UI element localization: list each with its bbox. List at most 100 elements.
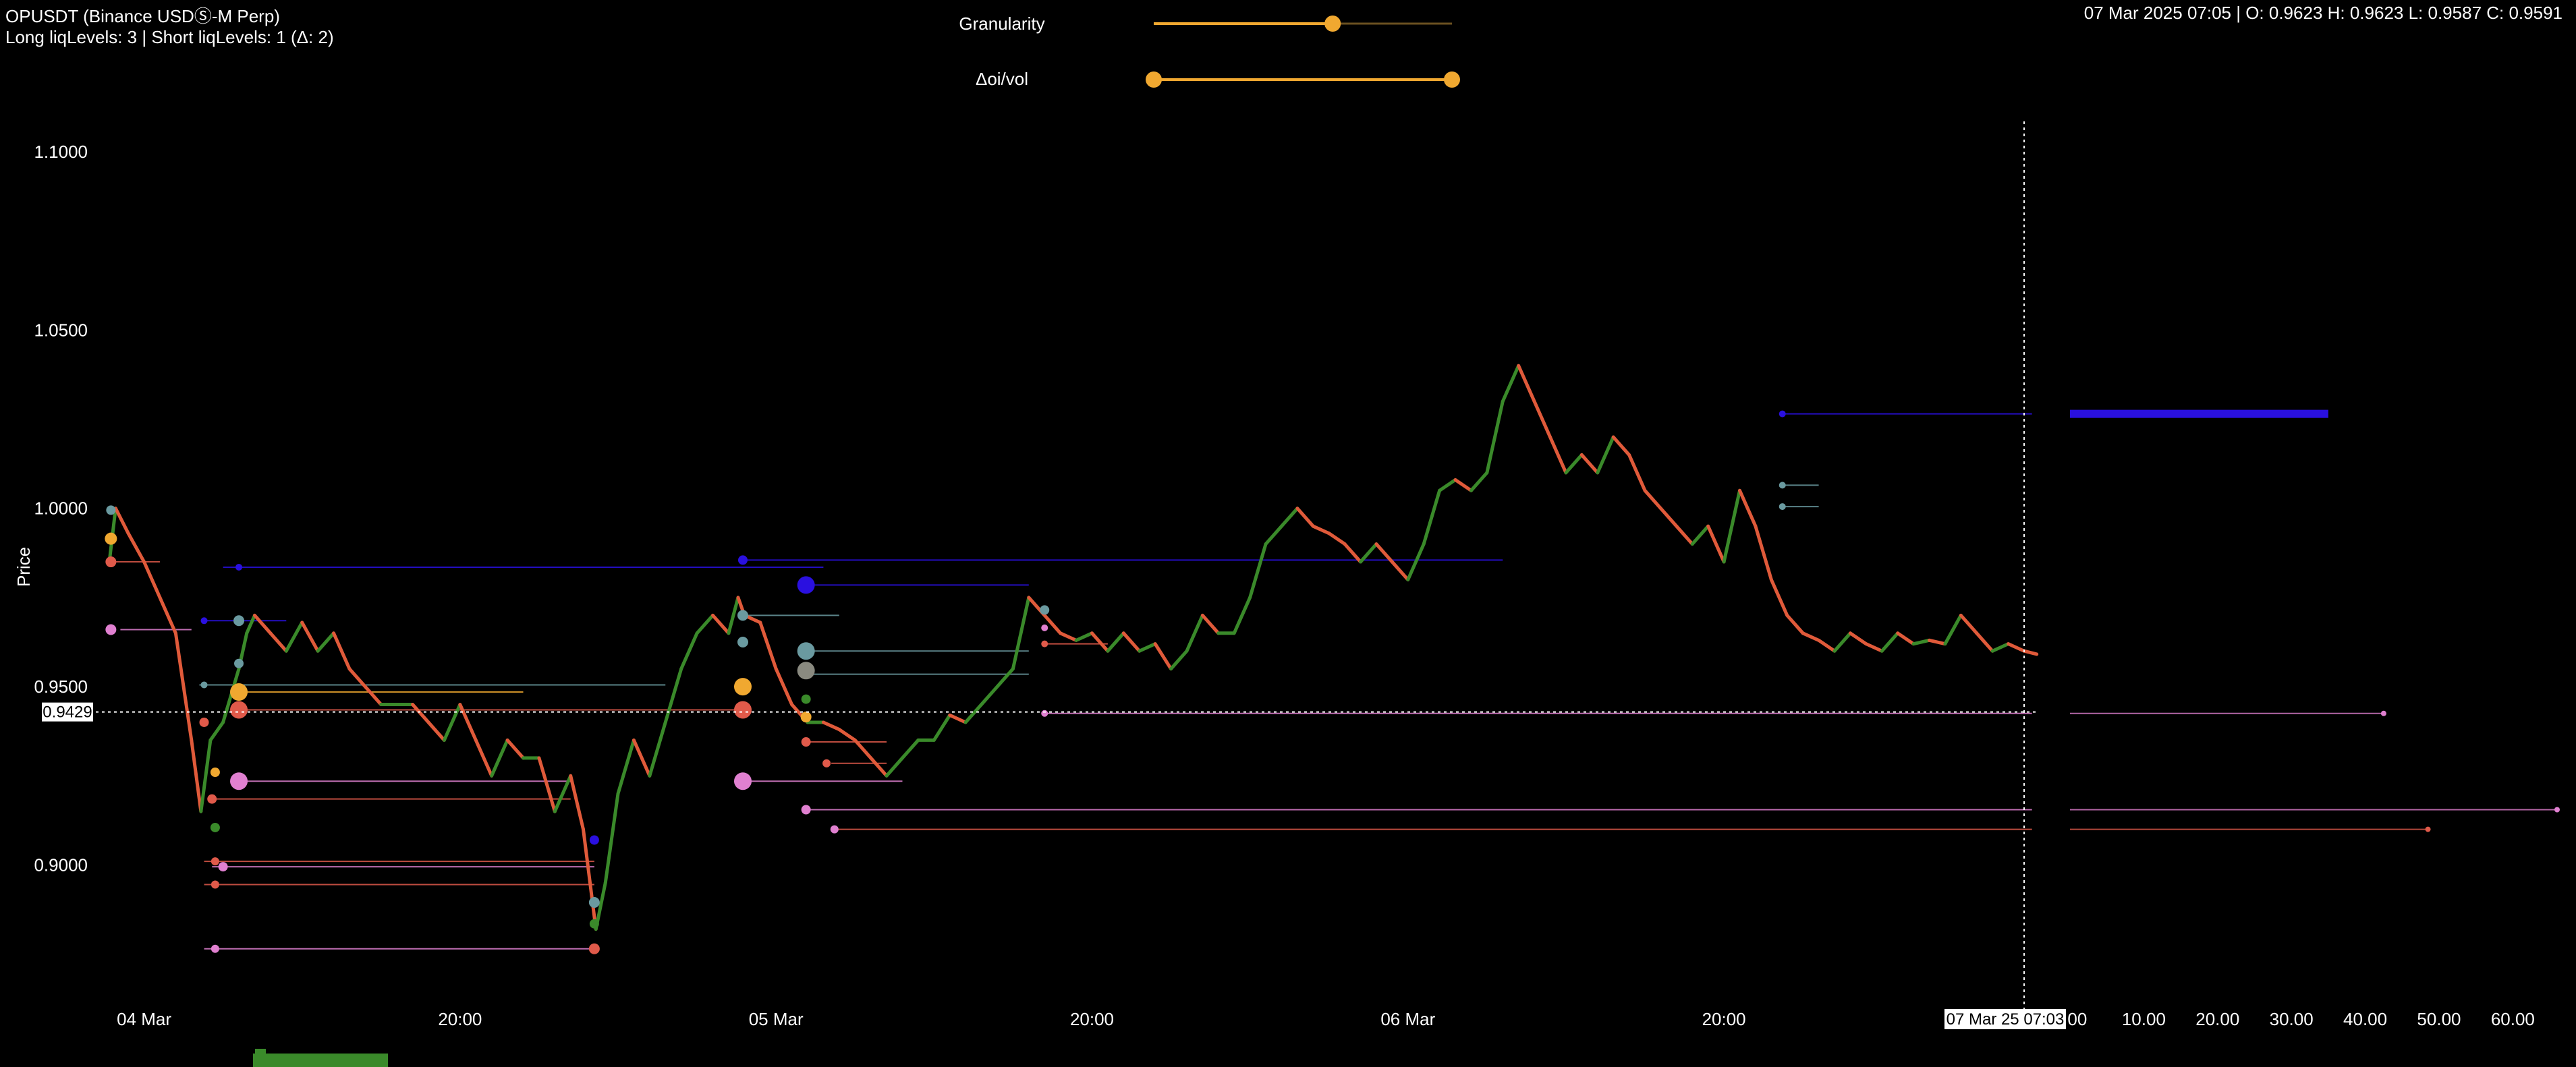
price-segment [853, 738, 873, 760]
price-segment [1311, 524, 1331, 536]
price-segment [1011, 596, 1031, 671]
price-segment [1754, 524, 1773, 581]
volume-profile-tick-label: 60.00 [2491, 1009, 2535, 1029]
liq-level-marker [822, 759, 831, 768]
price-segment [1264, 524, 1283, 546]
price-segment [1706, 524, 1726, 564]
granularity-slider-handle[interactable] [1324, 16, 1341, 32]
price-segment [1817, 638, 1837, 653]
price-segment [616, 738, 636, 796]
x-tick-label: 20:00 [438, 1009, 482, 1029]
liq-level-marker [737, 555, 748, 565]
price-segment [1185, 613, 1204, 653]
price-segment [663, 667, 683, 724]
price-segment [537, 756, 557, 813]
price-segment [1943, 613, 1963, 646]
liq-level-marker [218, 862, 228, 872]
price-segment [727, 596, 740, 635]
price-segment [1327, 531, 1347, 546]
liq-level-marker [234, 658, 244, 668]
price-segment [1343, 542, 1363, 564]
volume-profile-tick-label: 50.00 [2417, 1009, 2461, 1029]
granularity-label: Granularity [959, 13, 1045, 34]
price-segment [2022, 649, 2039, 656]
price-segment [199, 738, 213, 813]
price-segment [553, 774, 573, 813]
price-segment [1138, 642, 1157, 653]
price-segment [1564, 453, 1584, 475]
volume-bar [253, 1054, 388, 1067]
ohlc-readout: 07 Mar 2025 07:05 | O: 0.9623 H: 0.9623 … [2083, 3, 2563, 23]
liq-level-marker [589, 919, 599, 929]
price-segment [1059, 631, 1078, 642]
price-segment [332, 631, 352, 671]
price-segment [316, 631, 336, 653]
price-segment [1690, 524, 1710, 546]
price-segment [1579, 453, 1600, 475]
price-segment [474, 738, 494, 778]
price-segment [1928, 638, 1947, 646]
price-segment [1532, 399, 1552, 439]
volume-profile-tick-label: 30.00 [2270, 1009, 2314, 1029]
price-segment [1627, 453, 1647, 492]
liq-level-marker [200, 617, 208, 625]
price-segment [1485, 399, 1505, 475]
price-segment [347, 667, 367, 689]
price-segment [980, 685, 999, 707]
price-segment [648, 720, 667, 778]
price-segment [774, 667, 794, 707]
price-segment [1990, 642, 2011, 653]
crosshair: 0.9429 07 Mar 25 07:03 [42, 121, 2066, 1029]
price-segment [1675, 524, 1694, 546]
volume-profile: 0.00 10.00 20.00 30.00 40.00 50.00 60.00 [2053, 409, 2560, 1029]
price-segment [932, 713, 952, 742]
price-segment [284, 621, 304, 653]
x-tick-label: 20:00 [1702, 1009, 1746, 1029]
liq-level-marker [733, 701, 752, 719]
price-segment [1501, 364, 1521, 403]
price-segment [1200, 613, 1221, 635]
liq-levels-summary: Long liqLevels: 3 | Short liqLevels: 1 (… [5, 27, 334, 47]
price-segment [411, 703, 430, 724]
doi-vol-label: Δoi/vol [975, 69, 1029, 89]
doi-vol-min-handle[interactable] [1146, 71, 1162, 88]
price-segment [1832, 631, 1852, 653]
price-segment [300, 621, 320, 653]
price-segment [1801, 631, 1821, 642]
price-segment [1232, 596, 1252, 635]
volume-profile-marker [2380, 710, 2386, 716]
price-segment [995, 667, 1015, 689]
liq-level-marker [233, 615, 245, 627]
price-segment [632, 738, 652, 778]
liq-level-marker [797, 576, 815, 594]
price-segment [1658, 507, 1679, 528]
crosshair-price-badge [42, 702, 93, 722]
price-segment [1121, 631, 1142, 653]
liquidation-lines [115, 413, 2032, 950]
liq-level-marker [1041, 710, 1048, 717]
y-tick-label: 1.0000 [34, 498, 88, 519]
volume-profile-marker [2554, 807, 2560, 813]
crosshair-price-label: 0.9429 [43, 703, 92, 722]
price-segment [837, 728, 857, 742]
doi-vol-max-handle[interactable] [1444, 71, 1460, 88]
price-segment [458, 703, 478, 742]
y-tick-label: 1.1000 [34, 142, 88, 162]
volume-profile-tick-label: 10.00 [2122, 1009, 2166, 1029]
volume-profile-tick-label: 40.00 [2343, 1009, 2387, 1029]
price-segment [208, 720, 225, 742]
price-segment [1453, 478, 1473, 492]
price-segment [1359, 542, 1378, 564]
liq-level-marker [1779, 503, 1786, 511]
liq-level-marker [105, 556, 117, 568]
liq-level-marker [801, 737, 811, 747]
price-segment [1042, 613, 1063, 635]
price-segment [1279, 507, 1299, 528]
price-series [107, 364, 2039, 931]
x-tick-label: 06 Mar [1380, 1009, 1435, 1029]
crosshair-time-label: 07 Mar 25 07:03 [1947, 1010, 2065, 1029]
price-segment [1090, 631, 1110, 653]
liq-level-marker [588, 943, 600, 954]
liq-level-marker [733, 678, 752, 696]
